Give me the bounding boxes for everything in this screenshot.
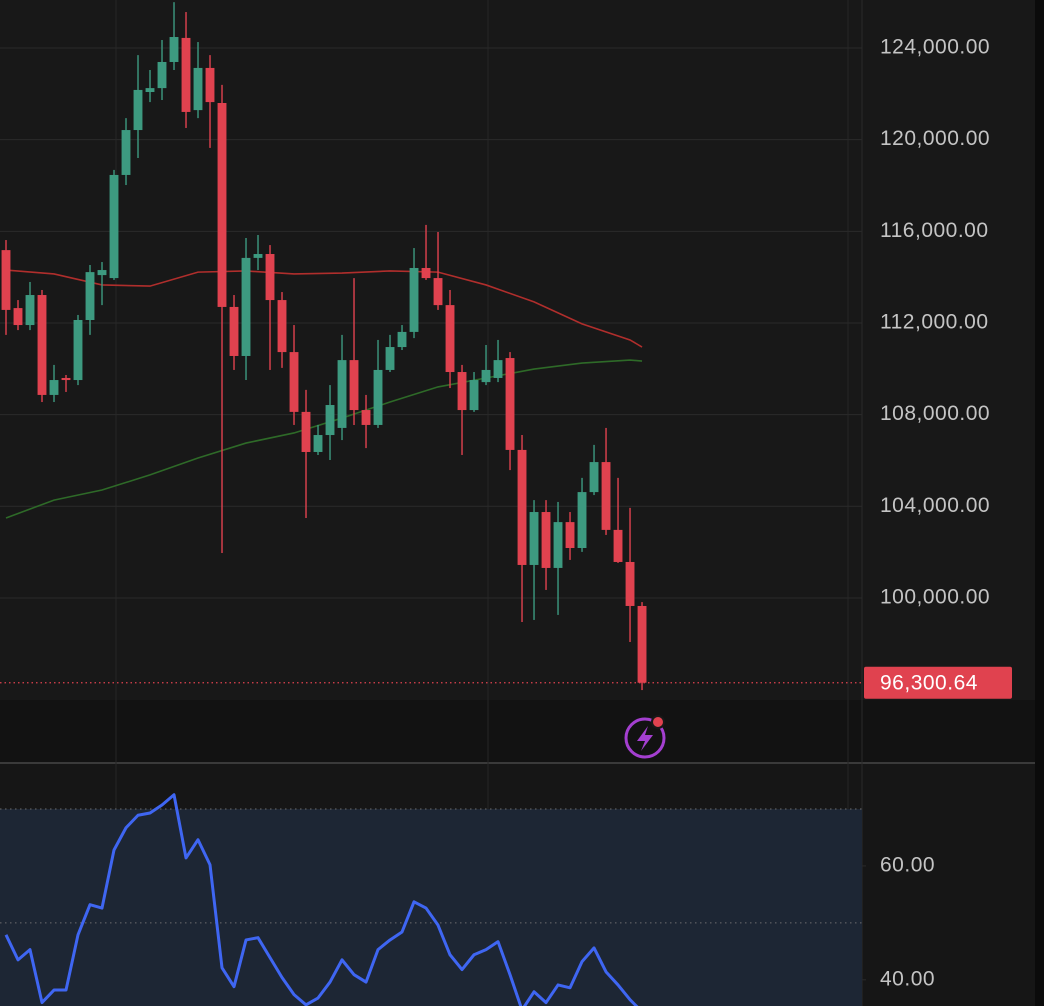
- candle-body: [229, 306, 239, 356]
- y-tick-label: 60.00: [880, 853, 935, 876]
- candle-body: [301, 411, 311, 452]
- candle-body: [541, 512, 551, 568]
- candle-body: [13, 308, 23, 326]
- price-plot: [0, 2, 862, 691]
- candle-body: [325, 405, 335, 436]
- candle-body: [601, 462, 611, 530]
- candle-body: [409, 267, 419, 332]
- candle-body: [433, 278, 443, 306]
- candle-body: [205, 67, 215, 103]
- candle-body: [253, 254, 263, 258]
- candle-body: [445, 305, 455, 373]
- candle-body: [361, 410, 371, 425]
- y-tick-label: 40.00: [880, 967, 935, 990]
- candle-body: [157, 61, 167, 89]
- candle-body: [265, 254, 275, 301]
- rsi-plot: [0, 793, 862, 1006]
- candle-body: [109, 174, 119, 279]
- candle-body: [529, 512, 539, 565]
- candle-body: [613, 529, 623, 562]
- candle-body: [517, 449, 527, 565]
- candle-body: [133, 89, 143, 131]
- candle-body: [49, 380, 59, 395]
- rsi-band: [0, 808, 862, 1006]
- right-strip: [1035, 0, 1044, 1006]
- alert-dot: [651, 715, 665, 729]
- candle-body: [193, 67, 203, 111]
- candle-body: [313, 435, 323, 452]
- rsi-line: [4, 793, 639, 1006]
- candle-body: [61, 377, 71, 381]
- candle-body: [481, 369, 491, 383]
- alert-bolt: [637, 726, 653, 751]
- candle-body: [373, 369, 383, 425]
- candle-body: [1, 250, 11, 310]
- candle-body: [385, 347, 395, 370]
- candle-body: [565, 522, 575, 549]
- candle-body: [85, 272, 95, 321]
- candle-body: [493, 360, 503, 378]
- candle-body: [589, 462, 599, 493]
- y-tick-label: 124,000.00: [880, 36, 990, 59]
- candle-body: [289, 352, 299, 412]
- price-pane-footer: [0, 700, 1035, 762]
- candle-body: [169, 37, 179, 62]
- y-tick-label: 116,000.00: [880, 219, 989, 242]
- alert-icon: [624, 715, 666, 759]
- candle-body: [97, 270, 107, 276]
- candle-body: [577, 492, 587, 549]
- candle-body: [469, 380, 479, 411]
- last-price-box: [864, 666, 1012, 699]
- candle-body: [277, 300, 287, 353]
- candle-body: [73, 320, 83, 381]
- candle-body: [145, 88, 155, 93]
- candle-body: [625, 561, 635, 606]
- candle-body: [637, 605, 647, 683]
- axes: 100,000.00 104,000.00 108,000.00 112,000.00…: [862, 36, 1012, 990]
- moving-average: [5, 269, 643, 348]
- y-tick-label: 108,000.00: [880, 402, 990, 425]
- candle-body: [553, 522, 563, 568]
- candle-body: [505, 358, 515, 450]
- y-tick-label: 100,000.00: [880, 586, 990, 609]
- candle-body: [421, 267, 431, 279]
- last-price-label: 96,300.64: [880, 671, 978, 694]
- candle-body: [121, 130, 131, 175]
- alert-ring: [624, 717, 666, 759]
- candle-body: [457, 372, 467, 411]
- y-tick-label: 104,000.00: [880, 494, 990, 517]
- y-tick-label: 120,000.00: [880, 127, 990, 150]
- candle-body: [337, 360, 347, 428]
- candle-body: [397, 331, 407, 348]
- candle-body: [25, 295, 35, 326]
- y-tick-label: 112,000.00: [880, 311, 989, 334]
- candle-body: [241, 257, 251, 356]
- candle-body: [217, 103, 227, 307]
- candle-body: [181, 37, 191, 112]
- candle-body: [349, 360, 359, 411]
- candle-body: [37, 295, 47, 395]
